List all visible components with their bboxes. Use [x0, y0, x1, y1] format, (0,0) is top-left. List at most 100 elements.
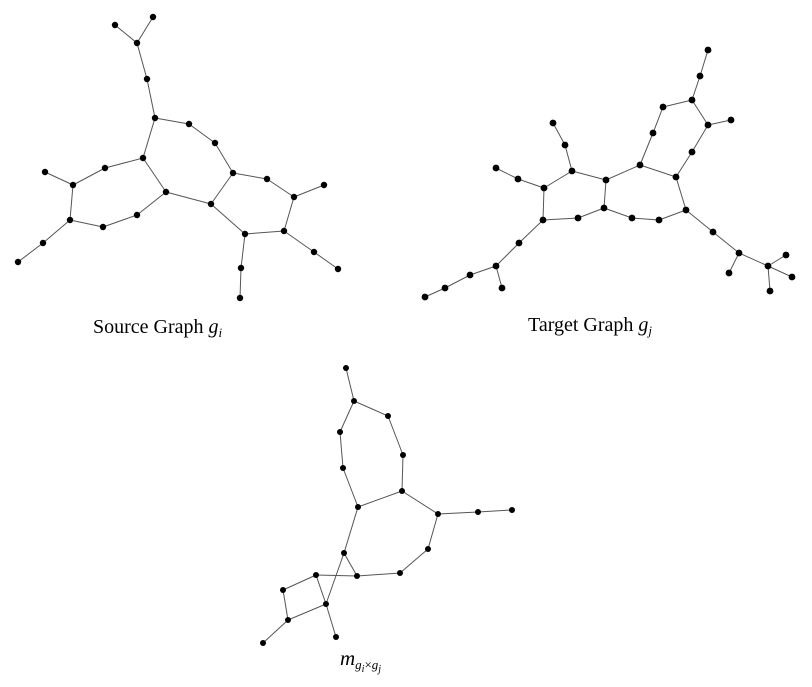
graph-edge	[282, 574, 317, 591]
graph-edge	[767, 265, 793, 278]
graph-edge	[427, 513, 439, 550]
graph-edge	[69, 219, 104, 228]
graph-node	[355, 504, 361, 510]
graph-node	[69, 181, 77, 189]
graph-edge	[210, 203, 246, 235]
graph-node	[334, 265, 342, 273]
graph-edge	[424, 287, 446, 298]
graph-edge	[136, 191, 167, 216]
graph-node	[788, 273, 796, 281]
graph-edge	[675, 151, 693, 178]
graph-node	[241, 230, 249, 238]
graph-node	[636, 161, 644, 169]
graph-node	[600, 204, 608, 212]
graph-node	[509, 507, 515, 513]
graph-edge	[210, 172, 234, 205]
graph-edge	[266, 178, 295, 198]
graph-edge	[356, 572, 401, 577]
graph-node	[14, 258, 22, 266]
graph-edge	[658, 209, 687, 221]
graph-edge	[44, 171, 74, 186]
graph-edge	[136, 42, 148, 80]
graph-node	[151, 114, 159, 122]
graph-node	[143, 75, 151, 83]
graph-edge	[469, 265, 497, 276]
graph-edge	[767, 254, 787, 267]
graph-node	[574, 214, 582, 222]
graph-node	[101, 164, 109, 172]
graph-edge	[69, 184, 74, 221]
graph-edge	[738, 252, 769, 267]
graph-edge	[214, 142, 234, 174]
graph-edge	[603, 207, 633, 219]
graph-edge	[387, 415, 404, 456]
graph-edge	[325, 603, 337, 638]
graph-edge	[42, 219, 71, 244]
graph-node	[385, 413, 391, 419]
graph-edge	[154, 117, 190, 125]
graph-edge	[518, 219, 544, 244]
graph-node	[323, 601, 329, 607]
graph-node	[237, 264, 245, 272]
graph-node	[727, 116, 735, 124]
graph-edge	[104, 157, 144, 169]
graph-edge	[146, 78, 156, 119]
graph-node	[725, 269, 733, 277]
graph-edge	[691, 99, 709, 126]
graph-node	[149, 13, 157, 21]
graph-edge	[437, 511, 479, 515]
graph-edge	[188, 123, 216, 144]
graph-edge	[339, 400, 355, 433]
graph-edge	[495, 167, 519, 180]
graph-node	[688, 96, 696, 104]
graph-node	[280, 227, 288, 235]
graph-node	[285, 617, 291, 623]
graph-edge	[283, 196, 295, 232]
graph-edge	[142, 157, 167, 193]
graph-edge	[313, 251, 339, 270]
graph-edge	[325, 552, 345, 605]
graph-edge	[707, 119, 732, 126]
graph-node	[280, 587, 286, 593]
graph-edge	[652, 106, 664, 134]
graph-node	[782, 251, 790, 259]
graph-edge	[662, 99, 693, 108]
graph-node	[475, 509, 481, 515]
graph-edge	[564, 144, 573, 172]
graph-node	[343, 365, 349, 371]
graph-edge	[282, 589, 289, 621]
graph-edge	[675, 176, 687, 211]
graph-node	[229, 169, 237, 177]
graph-node	[111, 21, 119, 29]
graph-node	[310, 248, 318, 256]
source-graph-caption: Source Graph gi	[93, 316, 223, 340]
graph-edge	[283, 230, 315, 253]
graph-node	[540, 184, 548, 192]
graph-node	[39, 239, 47, 247]
graph-edge	[240, 233, 246, 269]
graph-edge	[605, 164, 641, 181]
graph-node	[337, 429, 343, 435]
graph-edge	[114, 24, 138, 44]
graph-node	[290, 193, 298, 201]
graph-edge	[631, 217, 660, 221]
graph-edge	[639, 164, 677, 178]
graph-edge	[603, 179, 607, 209]
graph-node	[492, 262, 500, 270]
graph-node	[492, 164, 500, 172]
graph-node	[99, 223, 107, 231]
graph-edge	[552, 122, 566, 146]
graph-node	[628, 214, 636, 222]
graph-edge	[691, 124, 709, 153]
graph-node	[260, 640, 266, 646]
graph-node	[655, 216, 663, 224]
graph-edge	[343, 506, 359, 554]
graph-node	[602, 176, 610, 184]
graph-edge	[399, 548, 429, 574]
graph-node	[514, 175, 522, 183]
graph-edge	[444, 274, 471, 289]
graph-edge	[685, 209, 714, 233]
graph-edge	[232, 172, 268, 180]
graph-node	[649, 129, 657, 137]
